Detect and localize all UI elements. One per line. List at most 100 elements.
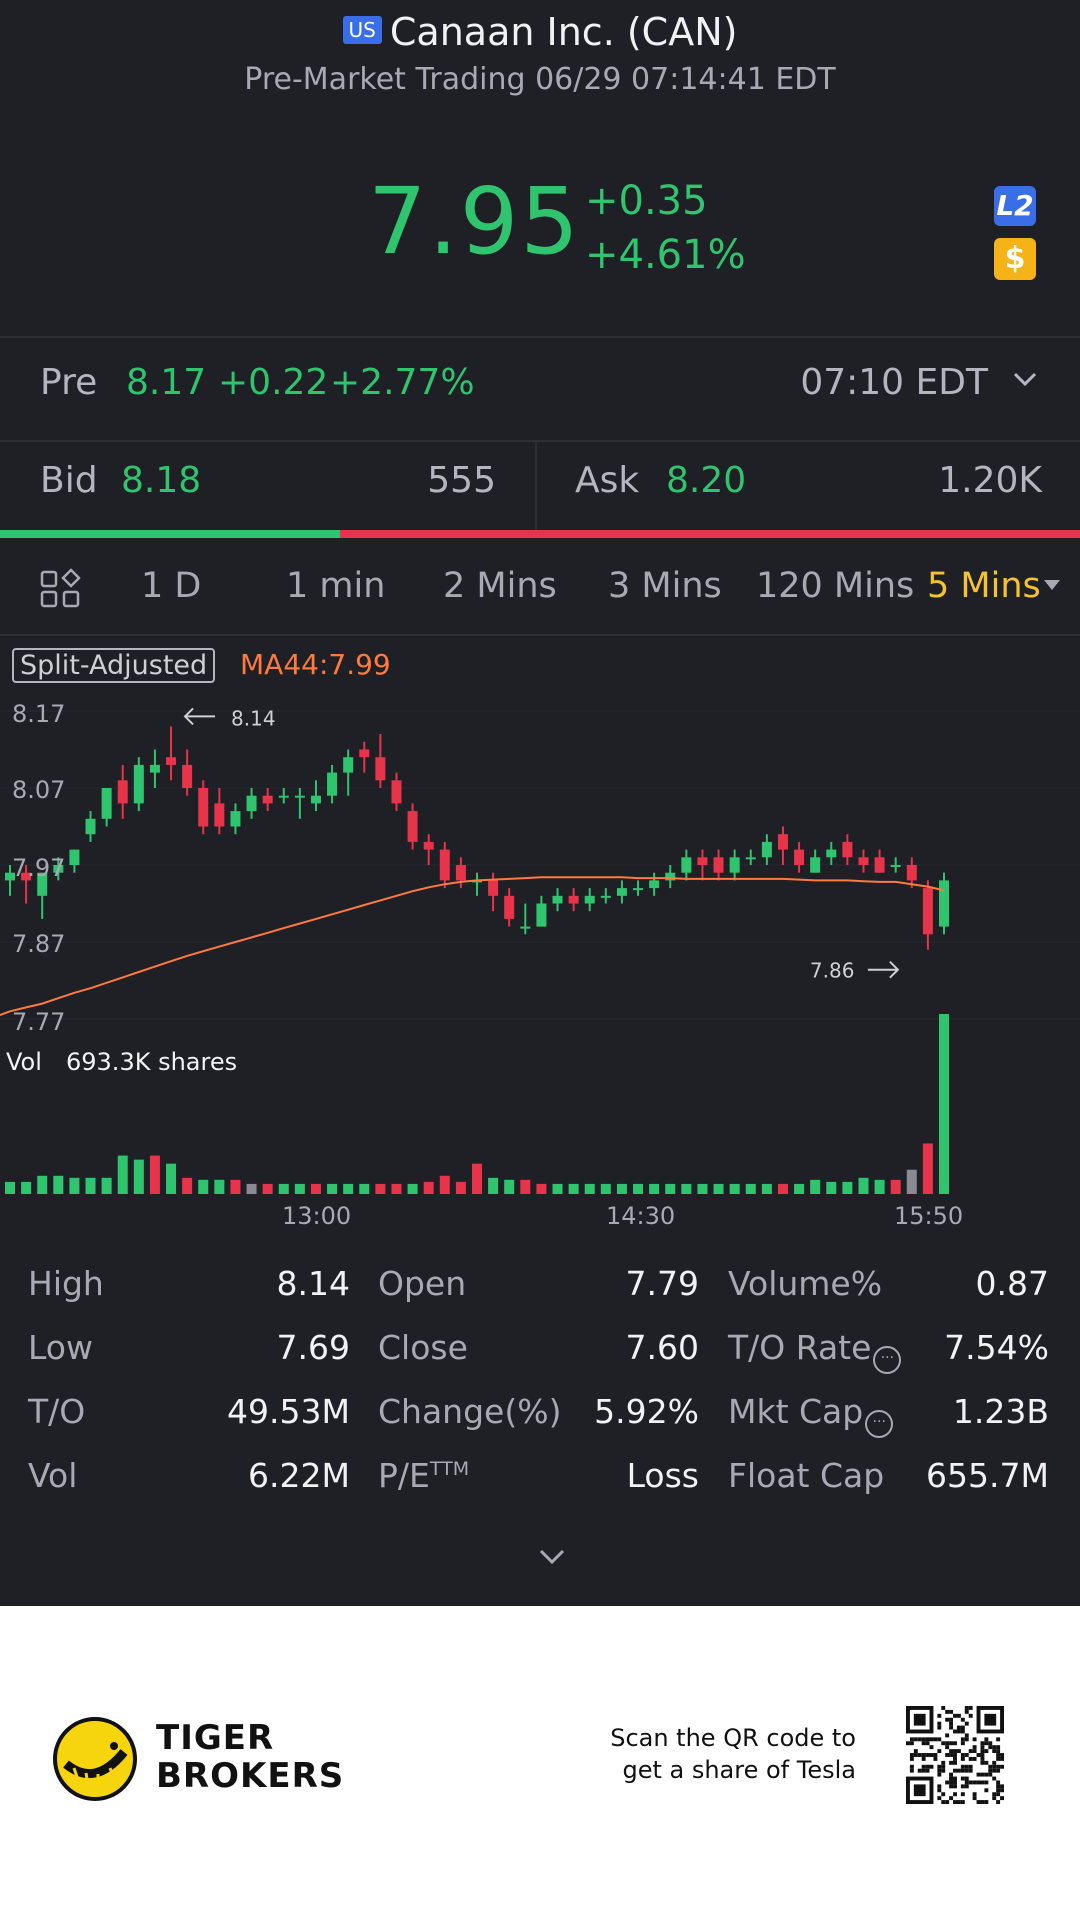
tab-3mins[interactable]: 3 Mins [608, 566, 722, 606]
candle-body [5, 872, 15, 881]
candle-body [262, 795, 273, 804]
qr-module [913, 1749, 918, 1754]
qr-module [968, 1756, 973, 1761]
qr-module [953, 1780, 957, 1785]
layout-grid-icon[interactable] [40, 568, 82, 610]
qr-module [964, 1706, 969, 1710]
qr-module [949, 1784, 954, 1789]
qr-module [929, 1753, 934, 1757]
tab-1min[interactable]: 1 min [286, 566, 386, 606]
stat-label-vol: Vol [28, 1456, 78, 1495]
low-arrow-icon [867, 960, 900, 979]
tab-120mins[interactable]: 120 Mins [756, 566, 915, 606]
split-adjusted-toggle[interactable]: Split-Adjusted [12, 648, 216, 683]
qr-module [996, 1788, 1001, 1793]
pe-ttm-sup: TTM [429, 1458, 470, 1480]
qr-module [1000, 1756, 1004, 1761]
candle-body [294, 795, 305, 798]
qr-module [964, 1784, 969, 1789]
qr-finder [913, 1713, 926, 1726]
volume-bar [681, 1183, 692, 1194]
tab-5mins[interactable]: 5 Mins [927, 566, 1041, 606]
stat-value-vol: 6.22M [248, 1456, 350, 1495]
share-footer: TIGER BROKERS Scan the QR code to get a … [0, 1606, 1080, 1907]
more-info-icon[interactable]: ··· [873, 1346, 902, 1374]
candle-body [810, 857, 821, 873]
qr-module [960, 1756, 965, 1761]
qr-module [913, 1737, 918, 1742]
qr-code-icon[interactable] [906, 1706, 1004, 1804]
candle-body [278, 795, 289, 798]
qr-module [960, 1764, 965, 1769]
y-tick-label: 8.17 [12, 700, 66, 728]
y-tick-label: 7.97 [12, 854, 66, 882]
candle-body [665, 872, 676, 881]
qr-module [925, 1768, 930, 1773]
candlestick-chart-svg[interactable]: 8.14 7.86 [0, 636, 1080, 1246]
volume-bar [149, 1155, 160, 1194]
qr-module [980, 1749, 985, 1754]
qr-module [956, 1729, 961, 1734]
qr-module [960, 1729, 965, 1734]
qr-module [933, 1737, 938, 1742]
qr-module [992, 1768, 997, 1773]
price-change: +0.35 [585, 178, 708, 224]
candle-body [407, 811, 418, 842]
pre-time: 07:10 EDT [800, 362, 988, 403]
qr-module [921, 1768, 926, 1773]
candle-body [584, 895, 595, 904]
qr-module [949, 1760, 954, 1765]
stat-value-volume-pct: 0.87 [975, 1264, 1049, 1303]
caret-down-icon[interactable] [1044, 580, 1060, 590]
qr-module [984, 1737, 989, 1742]
ma-line [0, 876, 945, 1017]
chevron-down-icon[interactable] [1010, 364, 1040, 394]
tab-1d[interactable]: 1 D [141, 566, 202, 606]
qr-module [960, 1741, 965, 1746]
volume-bar [310, 1183, 321, 1194]
volume-bar [616, 1183, 627, 1194]
candle-body [552, 895, 563, 904]
volume-bar [166, 1163, 177, 1194]
candle-body [649, 880, 660, 889]
qr-module [984, 1772, 989, 1777]
qr-module [964, 1721, 969, 1726]
candle-body [198, 788, 209, 827]
level2-icon[interactable]: L2 [994, 186, 1036, 226]
candle-body [922, 888, 933, 935]
qr-module [960, 1753, 965, 1757]
qr-module [964, 1768, 969, 1773]
qr-finder [984, 1713, 997, 1726]
volume-bar [488, 1177, 499, 1194]
qr-module [964, 1733, 969, 1738]
high-arrow-icon [183, 707, 216, 726]
qr-module [988, 1768, 993, 1773]
qr-module [992, 1796, 997, 1801]
volume-bar [37, 1175, 48, 1194]
tab-2mins[interactable]: 2 Mins [443, 566, 557, 606]
qr-module [984, 1780, 989, 1785]
more-info-icon[interactable]: ··· [865, 1410, 894, 1438]
qr-module [953, 1776, 957, 1781]
qr-module [949, 1709, 954, 1714]
pre-market-row[interactable]: Pre 8.17 +0.22 +2.77% 07:10 EDT [0, 340, 1080, 440]
kline-chart[interactable]: 8.14 7.86 Split-Adjusted MA44:7.99 8.17 8… [0, 636, 1080, 1246]
stat-value-close: 7.60 [625, 1328, 699, 1367]
qr-module [960, 1792, 965, 1797]
stat-label-change: Change(%) [378, 1392, 562, 1431]
qr-module [917, 1753, 922, 1757]
stat-value-open: 7.79 [625, 1264, 699, 1303]
candle-body [504, 895, 515, 919]
volume-bar [182, 1177, 193, 1194]
qr-module [953, 1756, 957, 1761]
qr-module [949, 1749, 954, 1754]
dollar-icon[interactable]: $ [994, 238, 1036, 280]
qr-module [968, 1780, 973, 1785]
qr-module [941, 1800, 946, 1804]
qr-module [996, 1792, 1001, 1797]
expand-chevron-icon[interactable] [537, 1545, 567, 1569]
volume-bar [455, 1181, 466, 1194]
candle-body [874, 857, 885, 873]
stat-label-mkt-cap-text: Mkt Cap [728, 1392, 864, 1431]
candle-body [745, 857, 756, 860]
